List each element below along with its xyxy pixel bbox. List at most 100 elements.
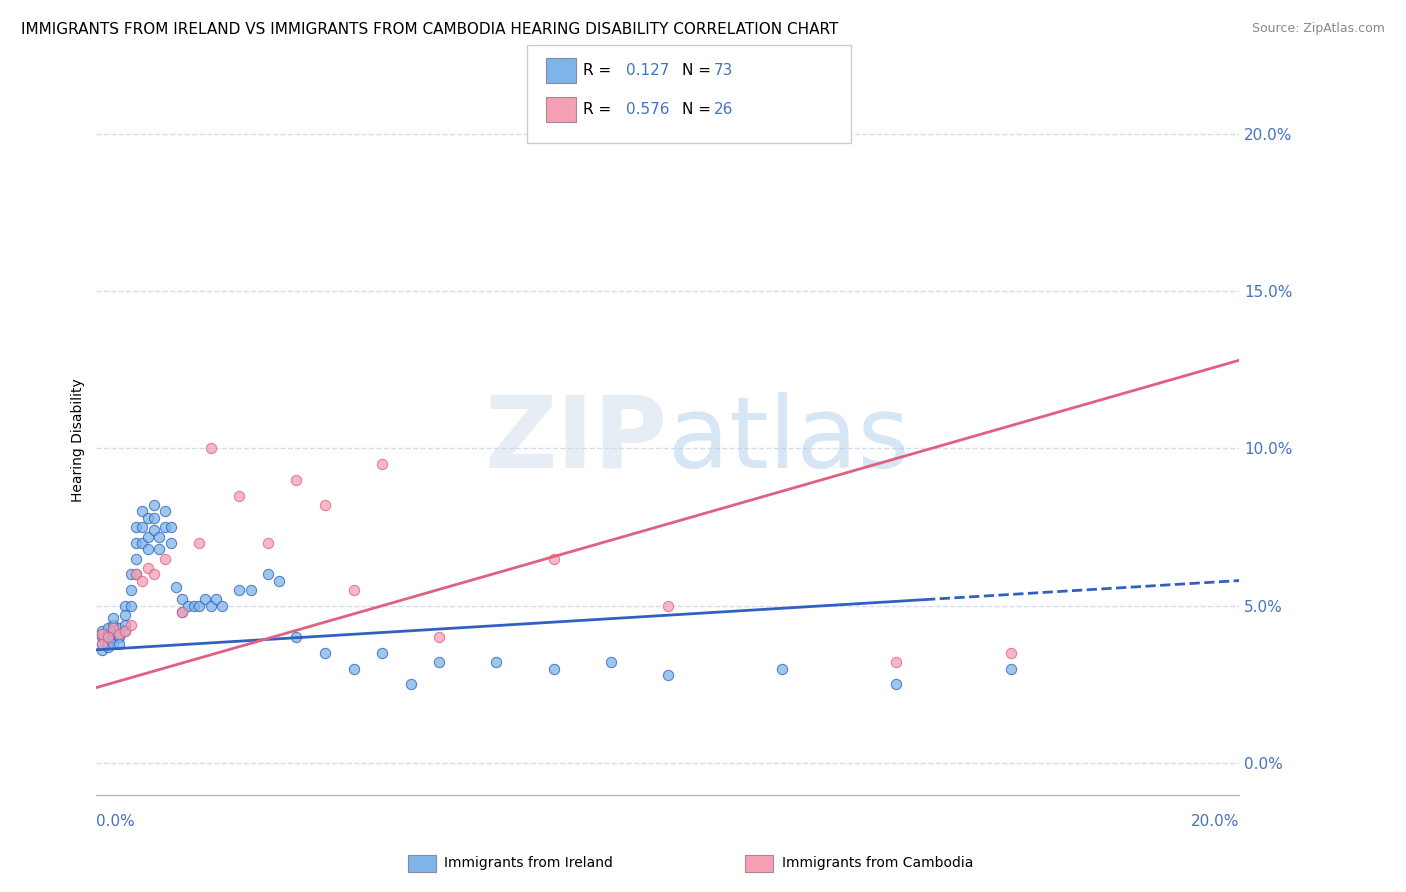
Point: [120, 617, 142, 632]
Point: [97, 627, 120, 641]
Text: Immigrants from Cambodia: Immigrants from Cambodia: [782, 856, 973, 871]
Point: [770, 662, 793, 676]
Point: [256, 567, 278, 582]
Point: [103, 624, 125, 638]
Text: 0.127: 0.127: [626, 63, 669, 78]
Text: Immigrants from Ireland: Immigrants from Ireland: [444, 856, 613, 871]
Point: [256, 536, 278, 550]
Point: [120, 599, 142, 613]
Point: [314, 646, 336, 660]
Point: [239, 582, 262, 597]
Point: [200, 442, 222, 456]
Point: [131, 536, 153, 550]
Point: [97, 640, 120, 654]
Point: [485, 656, 508, 670]
Point: [97, 621, 120, 635]
Point: [120, 582, 142, 597]
Point: [211, 599, 233, 613]
Point: [108, 627, 131, 641]
Point: [543, 551, 565, 566]
Point: [108, 636, 131, 650]
Point: [543, 662, 565, 676]
Point: [165, 580, 187, 594]
Point: [153, 520, 176, 534]
Point: [153, 504, 176, 518]
Point: [188, 599, 211, 613]
Text: N =: N =: [682, 63, 711, 78]
Point: [91, 636, 114, 650]
Point: [91, 630, 114, 644]
Point: [148, 529, 170, 543]
Point: [177, 599, 200, 613]
Point: [314, 498, 336, 512]
Point: [599, 656, 621, 670]
Text: atlas: atlas: [668, 392, 910, 489]
Point: [657, 668, 679, 682]
Point: [170, 605, 193, 619]
Point: [91, 624, 114, 638]
Point: [125, 567, 148, 582]
Point: [136, 510, 159, 524]
Point: [148, 542, 170, 557]
Point: [108, 621, 131, 635]
Text: R =: R =: [583, 103, 621, 117]
Point: [371, 646, 394, 660]
Point: [136, 542, 159, 557]
Text: R =: R =: [583, 63, 621, 78]
Point: [427, 656, 450, 670]
Point: [170, 605, 193, 619]
Point: [205, 592, 228, 607]
Point: [886, 656, 908, 670]
Text: N =: N =: [682, 103, 711, 117]
Point: [91, 627, 114, 641]
Point: [108, 630, 131, 644]
Point: [103, 621, 125, 635]
Point: [97, 636, 120, 650]
Point: [153, 551, 176, 566]
Point: [103, 617, 125, 632]
Point: [125, 520, 148, 534]
Point: [108, 627, 131, 641]
Point: [131, 520, 153, 534]
Point: [131, 574, 153, 588]
Point: [91, 627, 114, 641]
Point: [228, 582, 250, 597]
Point: [136, 529, 159, 543]
Point: [285, 473, 308, 487]
Point: [114, 599, 136, 613]
Point: [125, 551, 148, 566]
Point: [131, 504, 153, 518]
Point: [188, 536, 211, 550]
Text: IMMIGRANTS FROM IRELAND VS IMMIGRANTS FROM CAMBODIA HEARING DISABILITY CORRELATI: IMMIGRANTS FROM IRELAND VS IMMIGRANTS FR…: [21, 22, 838, 37]
Point: [371, 457, 394, 471]
Point: [1000, 646, 1022, 660]
Text: 20.0%: 20.0%: [1191, 814, 1239, 829]
Text: Source: ZipAtlas.com: Source: ZipAtlas.com: [1251, 22, 1385, 36]
Point: [1000, 662, 1022, 676]
Point: [170, 592, 193, 607]
Text: 0.576: 0.576: [626, 103, 669, 117]
Point: [142, 567, 165, 582]
Point: [657, 599, 679, 613]
Point: [125, 567, 148, 582]
Point: [142, 510, 165, 524]
Point: [97, 630, 120, 644]
Point: [114, 624, 136, 638]
Point: [399, 677, 422, 691]
Point: [342, 662, 364, 676]
Point: [285, 630, 308, 644]
Point: [142, 498, 165, 512]
Point: [103, 630, 125, 644]
Point: [91, 643, 114, 657]
Point: [159, 536, 181, 550]
Point: [342, 582, 364, 597]
Point: [114, 624, 136, 638]
Point: [200, 599, 222, 613]
Point: [97, 633, 120, 648]
Point: [159, 520, 181, 534]
Point: [194, 592, 217, 607]
Point: [103, 611, 125, 625]
Point: [125, 536, 148, 550]
Point: [142, 523, 165, 537]
Point: [228, 489, 250, 503]
